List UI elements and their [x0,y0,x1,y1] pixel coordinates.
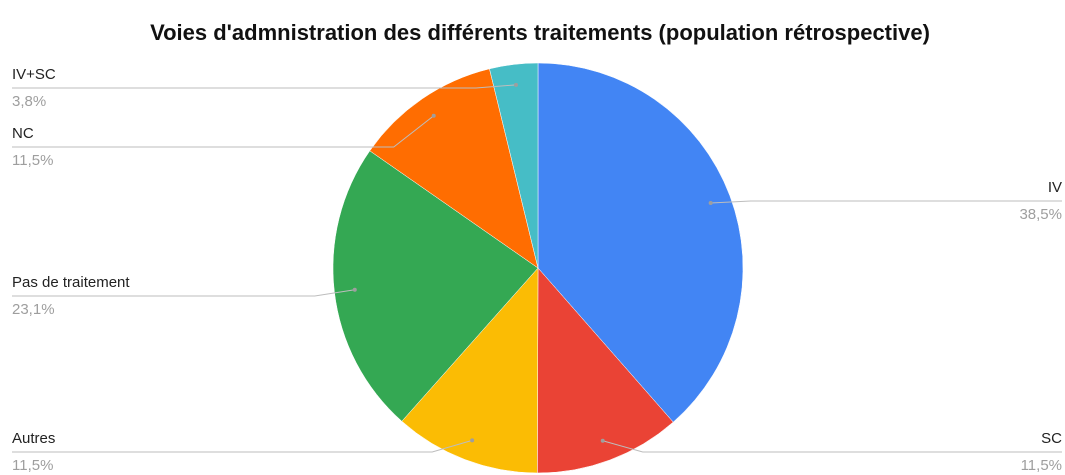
slice-value-label: 11,5% [12,457,53,474]
leader-line [710,200,1062,204]
leader-dot [470,438,475,443]
chart-title: Voies d'admnistration des différents tra… [150,20,930,45]
slice-label: IV [1048,179,1062,196]
leader-dot [708,200,713,205]
leader-line [12,439,473,453]
leader-dot [352,287,357,292]
slice-value-label: 11,5% [12,152,53,169]
slice-label: NC [12,125,34,142]
pie-slice [369,68,539,269]
leader-dot [600,438,605,443]
slice-label: Pas de traitement [12,274,130,291]
pie-slice [537,62,744,423]
slice-value-label: 38,5% [1019,206,1062,223]
slice-label: SC [1041,430,1062,447]
pie-slice [401,267,539,474]
slice-value-label: 3,8% [12,93,46,110]
leader-dot [514,82,519,87]
leader-line [12,115,435,148]
leader-dot [431,113,436,118]
pie-slice [332,150,539,422]
slice-label: Autres [12,430,55,447]
leader-line [12,289,355,297]
leader-line [12,84,517,89]
slice-label: IV+SC [12,66,56,83]
pie-slice [489,62,539,269]
slice-value-label: 11,5% [1021,457,1062,474]
leader-line [602,440,1062,453]
slice-value-label: 23,1% [12,301,55,318]
pie-slice [537,267,674,474]
